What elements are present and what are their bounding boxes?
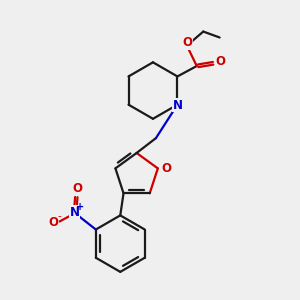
Text: O: O <box>215 55 226 68</box>
Text: -: - <box>58 212 62 221</box>
Text: N: N <box>69 206 80 219</box>
Text: +: + <box>76 202 84 212</box>
Text: N: N <box>173 99 183 112</box>
Text: O: O <box>72 182 82 195</box>
Text: O: O <box>182 36 192 50</box>
Text: O: O <box>161 162 171 175</box>
Text: O: O <box>48 217 58 230</box>
